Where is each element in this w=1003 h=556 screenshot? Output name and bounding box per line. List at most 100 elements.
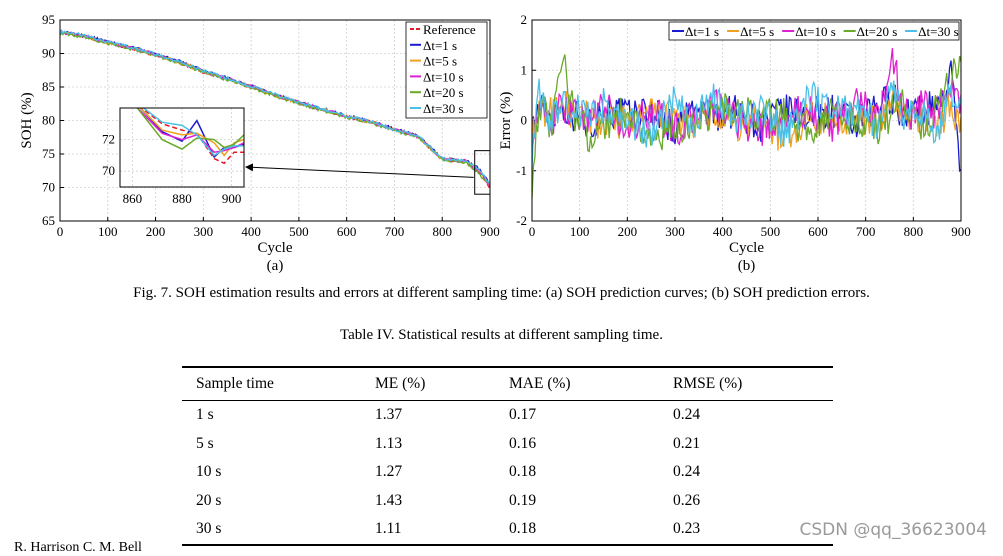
legend-entry: Δt=30 s xyxy=(423,101,464,116)
legend-entry: Δt=20 s xyxy=(423,85,464,100)
inset-x-tick-label: 900 xyxy=(222,191,242,206)
inset-frame xyxy=(119,107,245,188)
y-tick-label: 95 xyxy=(42,12,55,27)
x-tick-label: 100 xyxy=(98,224,118,239)
table-row: 10 s 1.27 0.18 0.24 xyxy=(182,458,833,487)
y-tick-label: 90 xyxy=(42,46,55,61)
zoom-region-box xyxy=(474,150,491,195)
inset-series-line-5 xyxy=(142,108,244,157)
x-tick-label: 600 xyxy=(337,224,357,239)
x-tick-label: 700 xyxy=(385,224,405,239)
col-header-sample-time: Sample time xyxy=(182,366,361,401)
y-tick-label: 0 xyxy=(521,113,528,128)
x-tick-label: 100 xyxy=(570,224,590,239)
legend-box xyxy=(668,21,960,41)
series-group xyxy=(60,29,490,189)
legend-entry: Δt=10 s xyxy=(795,24,836,39)
cell-rmse: 0.26 xyxy=(673,491,701,509)
col-header-rmse: RMSE (%) xyxy=(659,366,833,401)
cell-me: 1.11 xyxy=(361,515,495,546)
statistics-table: Sample time ME (%) MAE (%) RMSE (%) 1 s … xyxy=(182,366,833,546)
cell-mae: 0.18 xyxy=(495,515,659,546)
legend-box xyxy=(405,21,488,119)
y-tick-label: 80 xyxy=(42,113,55,128)
col-header-me: ME (%) xyxy=(361,366,495,401)
zoom-arrow xyxy=(245,163,474,178)
y-tick-label: 70 xyxy=(42,180,55,195)
inset-series-group xyxy=(134,108,244,165)
inset-series-line-4 xyxy=(134,108,244,150)
legend-entry: Δt=10 s xyxy=(423,69,464,84)
cell-sample-time: 10 s xyxy=(196,463,222,481)
y-tick-label: -2 xyxy=(516,213,527,228)
y-tick-label: 85 xyxy=(42,79,55,94)
y-tick-label: -1 xyxy=(516,163,527,178)
inset-y-tick-label: 72 xyxy=(102,132,115,147)
cell-mae: 0.17 xyxy=(509,406,537,424)
table-row: 20 s 1.43 0.19 0.26 xyxy=(182,487,833,516)
legend-entry: Δt=5 s xyxy=(740,24,774,39)
x-tick-label: 800 xyxy=(432,224,452,239)
col-header-mae: MAE (%) xyxy=(495,366,659,401)
series-group xyxy=(532,48,961,199)
cell-rmse: 0.21 xyxy=(673,434,701,452)
figure-7: 0 100 200 300 400 500 600 700 800 900657075808590… xyxy=(19,12,971,274)
cell-me: 1.13 xyxy=(375,434,403,452)
x-tick-label: 500 xyxy=(761,224,781,239)
x-tick-label: 600 xyxy=(808,224,828,239)
x-tick-label: 300 xyxy=(665,224,685,239)
x-tick-label: 300 xyxy=(194,224,214,239)
cell-sample-time: 5 s xyxy=(196,434,214,452)
x-tick-label: 700 xyxy=(856,224,876,239)
y-tick-label: 65 xyxy=(42,213,55,228)
cell-me: 1.43 xyxy=(375,491,403,509)
series-line-4 xyxy=(532,78,961,169)
cell-rmse: 0.24 xyxy=(673,463,701,481)
cell-mae: 0.18 xyxy=(509,463,537,481)
cell-me: 1.37 xyxy=(375,406,403,424)
x-tick-label: 400 xyxy=(241,224,261,239)
panel-label: (a) xyxy=(267,258,284,274)
chart-panel-b: 0 100 200 300 400 500 600 700 800 900 -2 -1 0 1 2 Cycle… xyxy=(498,12,971,274)
x-tick-label: 900 xyxy=(951,224,971,239)
inset-x-tick-label: 860 xyxy=(123,191,143,206)
legend-entry: Δt=1 s xyxy=(685,24,719,39)
cell-sample-time: 1 s xyxy=(196,406,214,424)
table-header-row: Sample time ME (%) MAE (%) RMSE (%) xyxy=(182,366,833,401)
chart-panel-a: 0 100 200 300 400 500 600 700 800 900 65 70 75 80 85 90… xyxy=(19,12,500,274)
table-row: 1 s 1.37 0.17 0.24 xyxy=(182,401,833,430)
inset-y-tick-label: 70 xyxy=(102,163,115,178)
legend-b: Δt=1 s Δt=5 s Δt=10 s Δt=20 s Δt=30 s xyxy=(668,21,960,41)
y-tick-label: 2 xyxy=(521,12,528,27)
cell-sample-time: 20 s xyxy=(196,491,222,509)
x-tick-label: 200 xyxy=(618,224,638,239)
x-axis-label: Cycle xyxy=(729,240,764,256)
plot-frame xyxy=(59,19,491,222)
x-tick-label: 900 xyxy=(480,224,500,239)
csdn-watermark: CSDN @qq_36623004 xyxy=(799,520,987,540)
y-axis-label: Error (%) xyxy=(498,92,514,150)
figure-caption: Fig. 7. SOH estimation results and error… xyxy=(133,285,870,301)
cell-mae: 0.16 xyxy=(509,434,537,452)
inset-x-tick-label: 880 xyxy=(172,191,192,206)
x-tick-label: 500 xyxy=(289,224,309,239)
inset-zoom: 860 880 900 70 72 xyxy=(102,107,245,206)
panel-label: (b) xyxy=(738,258,756,274)
legend-entry: Δt=30 s xyxy=(918,24,959,39)
x-tick-label: 800 xyxy=(904,224,924,239)
cut-off-footer-text: R. Harrison C. M. Bell xyxy=(14,540,142,555)
cell-rmse: 0.23 xyxy=(659,515,833,546)
cell-sample-time: 30 s xyxy=(182,515,361,546)
legend-entry: Δt=20 s xyxy=(857,24,898,39)
table-caption: Table IV. Statistical results at differe… xyxy=(340,327,663,343)
cell-rmse: 0.24 xyxy=(673,406,701,424)
legend-entry: Reference xyxy=(423,22,476,37)
y-tick-label: 1 xyxy=(521,62,528,77)
x-tick-label: 200 xyxy=(146,224,166,239)
x-tick-label: 0 xyxy=(57,224,64,239)
y-axis-label: SOH (%) xyxy=(19,92,35,148)
legend-entry: Δt=1 s xyxy=(423,38,457,53)
cell-mae: 0.19 xyxy=(509,491,537,509)
x-tick-label: 400 xyxy=(713,224,733,239)
